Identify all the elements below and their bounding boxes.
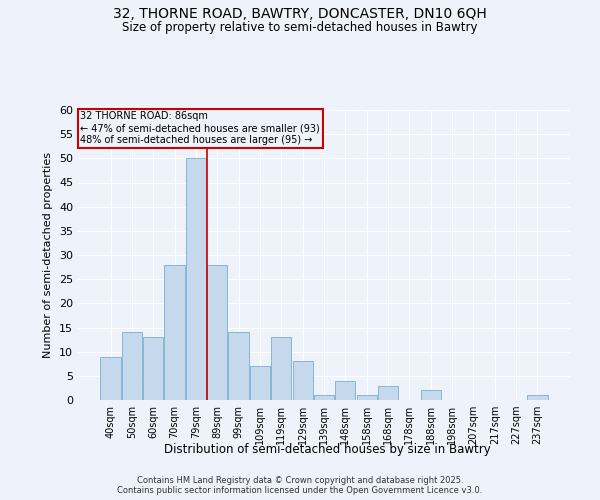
Bar bbox=[378, 386, 398, 400]
Bar bbox=[421, 390, 441, 400]
Text: Distribution of semi-detached houses by size in Bawtry: Distribution of semi-detached houses by … bbox=[164, 442, 490, 456]
Bar bbox=[122, 332, 142, 400]
Bar bbox=[250, 366, 270, 400]
Text: 32 THORNE ROAD: 86sqm
← 47% of semi-detached houses are smaller (93)
48% of semi: 32 THORNE ROAD: 86sqm ← 47% of semi-deta… bbox=[80, 112, 320, 144]
Bar bbox=[293, 362, 313, 400]
Bar bbox=[186, 158, 206, 400]
Bar bbox=[527, 395, 548, 400]
Bar bbox=[271, 337, 292, 400]
Text: Size of property relative to semi-detached houses in Bawtry: Size of property relative to semi-detach… bbox=[122, 21, 478, 34]
Bar bbox=[356, 395, 377, 400]
Bar bbox=[314, 395, 334, 400]
Bar bbox=[335, 380, 355, 400]
Text: Contains HM Land Registry data © Crown copyright and database right 2025.
Contai: Contains HM Land Registry data © Crown c… bbox=[118, 476, 482, 495]
Y-axis label: Number of semi-detached properties: Number of semi-detached properties bbox=[43, 152, 53, 358]
Bar bbox=[164, 264, 185, 400]
Text: 32, THORNE ROAD, BAWTRY, DONCASTER, DN10 6QH: 32, THORNE ROAD, BAWTRY, DONCASTER, DN10… bbox=[113, 8, 487, 22]
Bar bbox=[207, 264, 227, 400]
Bar bbox=[100, 356, 121, 400]
Bar bbox=[229, 332, 249, 400]
Bar bbox=[143, 337, 163, 400]
